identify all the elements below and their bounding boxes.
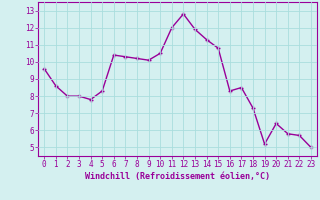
X-axis label: Windchill (Refroidissement éolien,°C): Windchill (Refroidissement éolien,°C) [85, 172, 270, 181]
